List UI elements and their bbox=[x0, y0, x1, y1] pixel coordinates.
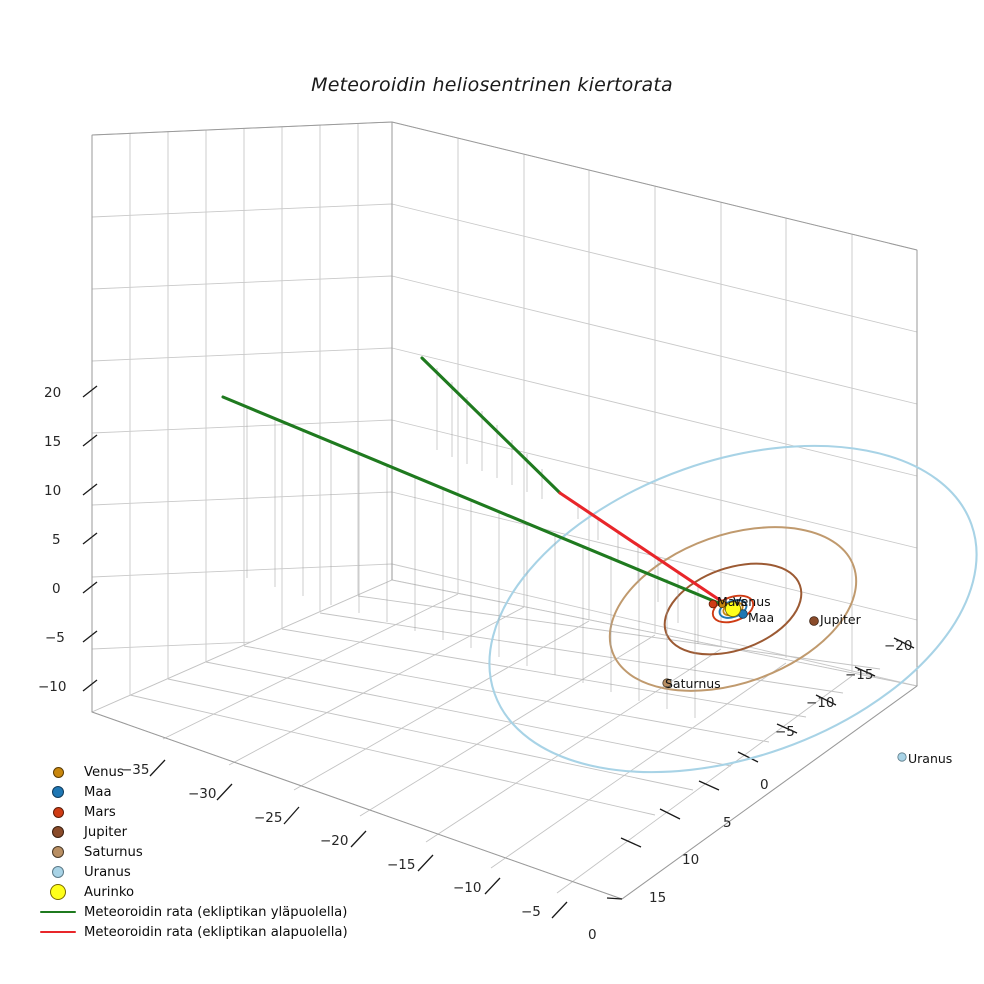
legend-item-uranus[interactable]: Uranus bbox=[36, 862, 346, 882]
z-tick-label: 15 bbox=[44, 434, 62, 450]
body-label-jupiter: Jupiter bbox=[820, 612, 861, 627]
y-tick-label: −20 bbox=[884, 638, 913, 654]
axis-spines bbox=[91, 121, 918, 900]
orbit-ellipses bbox=[488, 444, 978, 774]
trajectory-above-ecliptic-leg2 bbox=[420, 356, 562, 495]
z-tick-label: 20 bbox=[44, 385, 62, 401]
dot-icon bbox=[36, 866, 80, 878]
x-tick-label: 0 bbox=[588, 927, 597, 943]
orbit-mars bbox=[711, 594, 755, 624]
legend-label: Meteoroidin rata (ekliptikan alapuolella… bbox=[84, 924, 348, 940]
body-markers bbox=[662, 599, 907, 762]
z-tick-label: 10 bbox=[44, 483, 62, 499]
z-tick-label: 0 bbox=[52, 581, 61, 597]
legend-label: Aurinko bbox=[84, 884, 135, 900]
legend-item-venus[interactable]: Venus bbox=[36, 762, 346, 782]
line-icon bbox=[36, 930, 80, 934]
x-tick-label: −20 bbox=[320, 833, 349, 849]
y-tick-label: 15 bbox=[649, 890, 667, 906]
legend-label: Mars bbox=[84, 804, 116, 820]
orbit-saturnus bbox=[608, 526, 858, 692]
z-tick-label: 5 bbox=[52, 532, 61, 548]
dot-icon bbox=[36, 806, 80, 818]
marker-saturnus bbox=[662, 678, 672, 688]
pane-back-right bbox=[391, 121, 918, 687]
y-tick-label: 5 bbox=[723, 815, 732, 831]
meteoroid-trajectory bbox=[221, 356, 735, 611]
marker-venus bbox=[717, 599, 727, 609]
x-tick-label: −15 bbox=[387, 857, 416, 873]
dot-icon bbox=[36, 826, 80, 838]
body-label-mars: Mars bbox=[717, 594, 748, 609]
legend-label: Maa bbox=[84, 784, 112, 800]
orbit-uranus bbox=[488, 444, 978, 774]
marker-uranus bbox=[897, 752, 907, 762]
legend-item-mars[interactable]: Mars bbox=[36, 802, 346, 822]
z-tick-label: −10 bbox=[38, 679, 67, 695]
dot-icon bbox=[36, 846, 80, 858]
legend-label: Saturnus bbox=[84, 844, 143, 860]
legend-label: Meteoroidin rata (ekliptikan yläpuolella… bbox=[84, 904, 348, 920]
y-tick-label: 0 bbox=[760, 777, 769, 793]
x-tick-marks bbox=[149, 759, 623, 919]
body-label-saturnus: Saturnus bbox=[665, 676, 721, 691]
y-tick-marks bbox=[620, 637, 915, 848]
y-tick-label: −10 bbox=[806, 695, 835, 711]
legend-item-jupiter[interactable]: Jupiter bbox=[36, 822, 346, 842]
trajectory-above-ecliptic-leg1 bbox=[221, 395, 735, 611]
x-tick-label: −5 bbox=[521, 904, 541, 920]
legend-item-trajectory-below[interactable]: Meteoroidin rata (ekliptikan alapuolella… bbox=[36, 922, 348, 942]
legend-item-trajectory-above[interactable]: Meteoroidin rata (ekliptikan yläpuolella… bbox=[36, 902, 348, 922]
body-label-maa: Maa bbox=[748, 610, 775, 625]
marker-mars bbox=[708, 599, 718, 609]
y-tick-label: 10 bbox=[682, 852, 700, 868]
dot-icon bbox=[36, 766, 80, 778]
orbit-jupiter bbox=[663, 562, 803, 656]
legend-label: Jupiter bbox=[84, 824, 127, 840]
legend-item-saturnus[interactable]: Saturnus bbox=[36, 842, 346, 862]
body-label-uranus: Uranus bbox=[908, 751, 953, 766]
x-tick-label: −25 bbox=[254, 810, 283, 826]
legend-item-maa[interactable]: Maa bbox=[36, 782, 346, 802]
x-tick-label: −30 bbox=[188, 786, 217, 802]
x-tick-label: −10 bbox=[453, 880, 482, 896]
pane-floor bbox=[90, 579, 919, 900]
legend-label: Uranus bbox=[84, 864, 131, 880]
marker-jupiter bbox=[809, 616, 819, 626]
body-label-venus: Venus bbox=[733, 594, 771, 609]
z-tick-marks bbox=[82, 385, 98, 692]
y-tick-label: −5 bbox=[775, 724, 795, 740]
y-tick-label: −15 bbox=[845, 667, 874, 683]
line-icon bbox=[36, 910, 80, 914]
page-title: Meteoroidin heliosentrinen kiertorata bbox=[311, 74, 673, 96]
x-tick-label: −35 bbox=[121, 762, 150, 778]
legend: Venus Maa Mars Jupiter Saturnus bbox=[36, 762, 348, 942]
pane-back-left bbox=[91, 121, 393, 713]
trajectory-below-ecliptic bbox=[558, 491, 735, 611]
legend-label: Venus bbox=[84, 764, 124, 780]
dot-icon bbox=[36, 786, 80, 798]
legend-item-aurinko[interactable]: Aurinko bbox=[36, 882, 346, 902]
sun-icon bbox=[36, 884, 80, 900]
z-tick-label: −5 bbox=[45, 630, 65, 646]
marker-aurinko bbox=[724, 600, 742, 618]
